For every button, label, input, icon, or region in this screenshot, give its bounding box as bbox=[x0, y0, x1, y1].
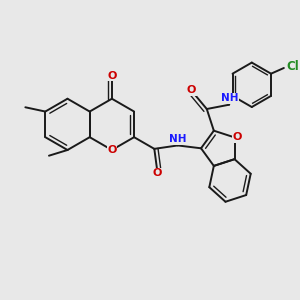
Text: O: O bbox=[152, 168, 162, 178]
Text: O: O bbox=[107, 71, 117, 81]
Text: O: O bbox=[187, 85, 196, 95]
Text: O: O bbox=[232, 132, 242, 142]
Text: O: O bbox=[107, 145, 117, 155]
Text: NH: NH bbox=[169, 134, 186, 144]
Text: Cl: Cl bbox=[287, 60, 299, 73]
Text: NH: NH bbox=[221, 94, 238, 103]
